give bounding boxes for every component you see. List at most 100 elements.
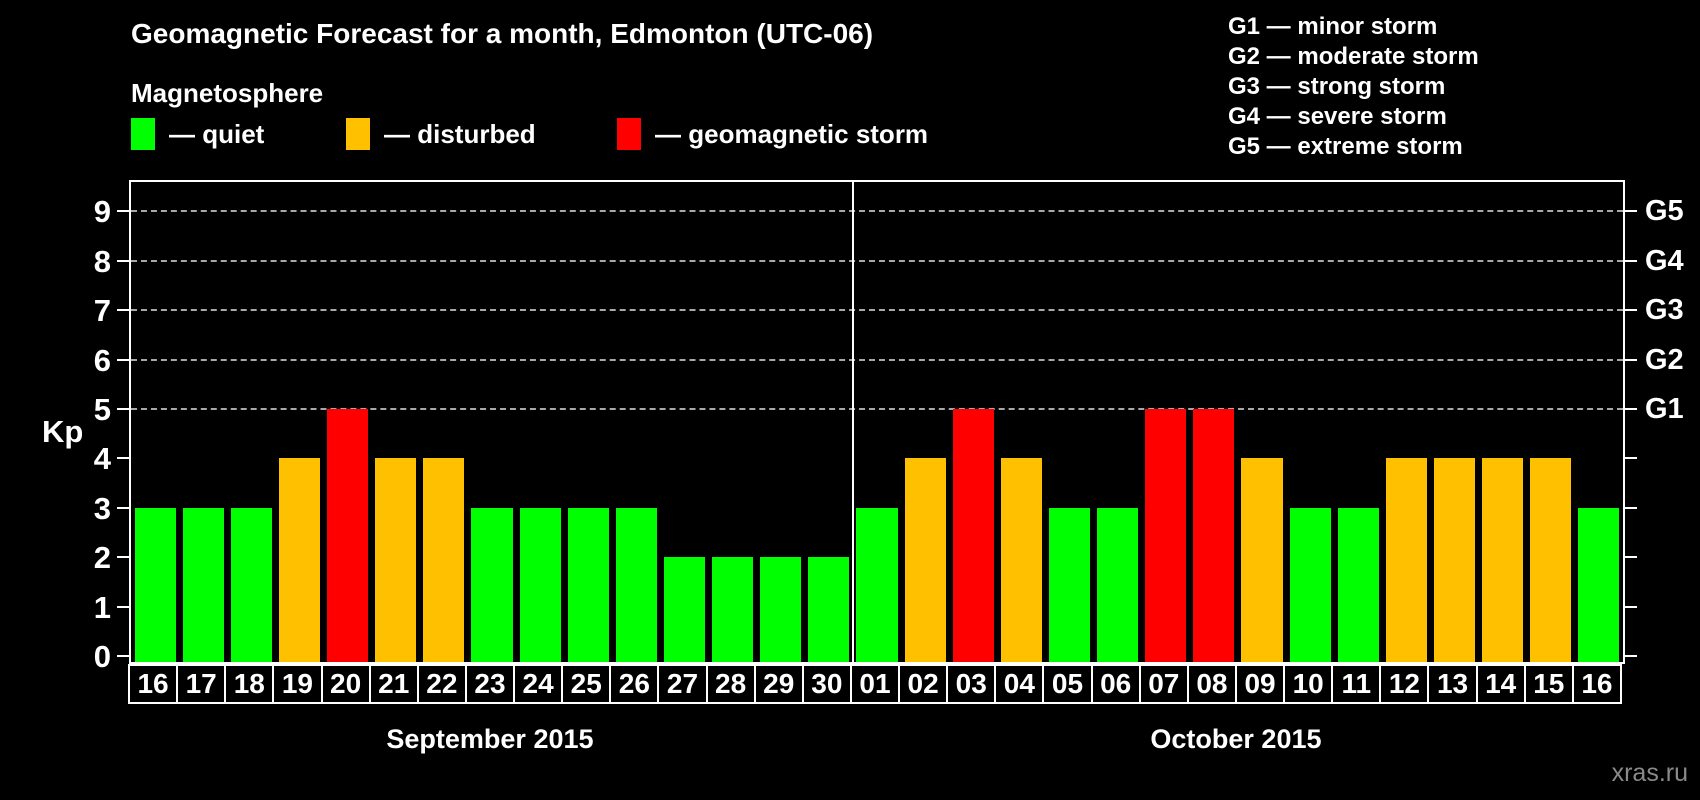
left-axis-tick xyxy=(117,358,129,361)
date-box: 23 xyxy=(464,664,516,704)
date-box: 11 xyxy=(1331,664,1382,704)
kp-bar-quiet xyxy=(760,557,802,662)
chart-title: Geomagnetic Forecast for a month, Edmont… xyxy=(131,18,874,49)
kp-tick-label: 2 xyxy=(93,540,111,576)
kp-bar-quiet xyxy=(230,507,272,662)
kp-tick-label: 8 xyxy=(93,243,111,279)
right-axis-tick xyxy=(1625,358,1637,361)
left-axis-tick xyxy=(117,506,129,509)
legend-label-disturbed: — disturbed xyxy=(384,118,536,149)
kp-tick-label: 0 xyxy=(93,639,111,674)
g1-legend-line: G1 — minor storm xyxy=(1228,13,1438,40)
legend-item-disturbed: — disturbed xyxy=(346,118,536,150)
right-axis-tick xyxy=(1625,210,1637,213)
kp-bar-quiet xyxy=(856,507,898,662)
kp-bar-quiet xyxy=(615,507,657,662)
g-scale-legend: G1 — minor storm G2 — moderate storm G3 … xyxy=(1228,12,1479,162)
kp-bar-quiet xyxy=(567,507,609,662)
date-box: 16 xyxy=(128,664,179,704)
date-box: 30 xyxy=(801,664,852,704)
kp-bar-quiet xyxy=(808,557,850,662)
g-scale-label-g1: G1 xyxy=(1645,393,1684,425)
disturbed-color-swatch xyxy=(346,118,370,150)
legend-item-quiet: — quiet xyxy=(131,118,264,150)
month-label-0: September 2015 xyxy=(386,724,594,754)
date-box: 21 xyxy=(368,664,419,704)
g-scale-label-g2: G2 xyxy=(1645,343,1684,376)
right-axis-tick xyxy=(1625,506,1637,509)
kp-axis-label: Kp xyxy=(42,414,84,449)
left-axis-tick xyxy=(117,210,129,213)
right-axis-tick xyxy=(1625,655,1637,657)
right-axis-tick xyxy=(1625,605,1637,608)
quiet-color-swatch xyxy=(131,118,155,150)
month-labels: September 2015 October 2015 xyxy=(129,724,1623,760)
date-box: 03 xyxy=(946,664,997,704)
kp-bar-disturbed xyxy=(1241,458,1283,662)
date-box: 13 xyxy=(1427,664,1478,704)
kp-bar-disturbed xyxy=(278,458,320,662)
g2-legend-line: G2 — moderate storm xyxy=(1228,43,1479,70)
date-box: 14 xyxy=(1475,664,1526,704)
g3-legend-line: G3 — strong storm xyxy=(1228,73,1446,100)
date-box: 20 xyxy=(320,664,371,704)
g-scale-label-g5: G5 xyxy=(1645,195,1684,228)
date-box: 26 xyxy=(609,664,660,704)
left-axis-tick xyxy=(117,655,129,657)
right-axis-tick xyxy=(1625,309,1637,312)
date-box: 07 xyxy=(1138,664,1189,704)
kp-tick-label: 3 xyxy=(93,490,111,526)
month-label-1: October 2015 xyxy=(1150,724,1322,754)
kp-bar-disturbed xyxy=(1482,458,1524,662)
kp-bar-quiet xyxy=(134,507,176,662)
date-box: 16 xyxy=(1571,664,1622,704)
left-axis-tick xyxy=(117,309,129,312)
kp-tick-label: 1 xyxy=(93,589,111,625)
kp-bar-disturbed xyxy=(375,458,417,662)
kp-bar-storm xyxy=(1145,409,1187,662)
date-box: 22 xyxy=(416,664,467,704)
date-box: 02 xyxy=(898,664,949,704)
date-box: 27 xyxy=(657,664,708,704)
date-box: 05 xyxy=(1042,664,1093,704)
kp-tick-label: 7 xyxy=(93,293,111,329)
right-axis-tick xyxy=(1625,408,1637,410)
date-box: 04 xyxy=(994,664,1045,704)
legend-label-storm: — geomagnetic storm xyxy=(655,118,929,149)
date-box: 19 xyxy=(272,664,323,704)
watermark: xras.ru xyxy=(1611,759,1688,787)
date-box: 18 xyxy=(224,664,275,704)
kp-bar-quiet xyxy=(663,557,706,662)
date-box: 29 xyxy=(753,664,804,704)
left-axis-tick xyxy=(117,457,129,460)
kp-bar-disturbed xyxy=(1530,458,1572,662)
kp-tick-label: 9 xyxy=(93,194,111,230)
kp-tick-label: 5 xyxy=(93,392,111,427)
right-axis-tick xyxy=(1625,556,1637,559)
date-box: 01 xyxy=(849,664,901,704)
kp-bar-quiet xyxy=(471,507,513,662)
kp-bar-quiet xyxy=(519,507,561,662)
right-axis-tick xyxy=(1625,259,1637,262)
date-box: 09 xyxy=(1234,664,1286,704)
date-box: 17 xyxy=(176,664,227,704)
plot-area xyxy=(129,180,1625,664)
kp-bar-quiet xyxy=(1048,507,1091,662)
kp-bar-quiet xyxy=(1578,507,1620,662)
kp-bar-quiet xyxy=(182,507,224,662)
g-scale-label-g3: G3 xyxy=(1645,294,1684,327)
gridline-kp5 xyxy=(131,408,1623,410)
date-box: 06 xyxy=(1090,664,1141,704)
kp-bar-storm xyxy=(327,409,369,662)
date-box: 24 xyxy=(513,664,564,704)
kp-bar-quiet xyxy=(1289,507,1331,662)
kp-bar-disturbed xyxy=(1385,458,1427,662)
month-divider xyxy=(851,182,854,662)
kp-bar-storm xyxy=(1193,409,1235,662)
kp-bar-disturbed xyxy=(1000,458,1042,662)
gridline-kp9 xyxy=(131,210,1623,213)
date-box: 08 xyxy=(1186,664,1237,704)
gridline-kp6 xyxy=(131,358,1623,361)
left-axis-tick xyxy=(117,556,129,559)
